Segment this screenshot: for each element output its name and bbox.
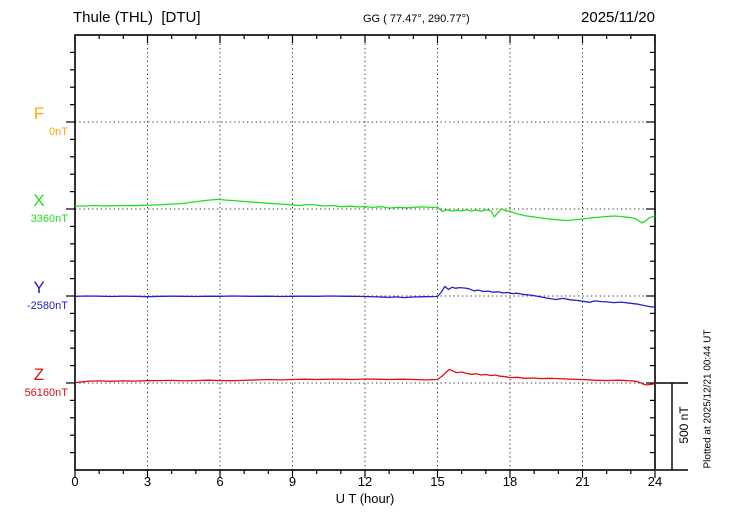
x-tick-label-12: 12 (357, 474, 373, 489)
geographic-coords: GG ( 77.47°, 290.77°) (363, 13, 470, 25)
station-title: Thule (THL) [DTU] (73, 9, 201, 26)
trace-x (74, 198, 656, 224)
component-label-y: Y -2580nT (10, 279, 68, 315)
x-tick-label-21: 21 (575, 474, 590, 489)
x-tick-label-15: 15 (430, 474, 445, 489)
x-tick-label-9: 9 (288, 474, 297, 489)
x-tick-label-24: 24 (647, 474, 663, 489)
component-label-z: Z 56160nT (10, 366, 68, 402)
x-tick-label-0: 0 (71, 474, 79, 489)
x-tick-label-6: 6 (216, 474, 224, 489)
plotted-at-timestamp: Plotted at 2025/12/21 00:44 UT (702, 329, 714, 469)
component-label-x: X 3360nT (10, 192, 68, 228)
x-tick-label-18: 18 (502, 474, 518, 489)
trace-y (74, 285, 656, 308)
component-baseline-z: 56160nT (24, 387, 68, 399)
component-letter-y: Y (33, 278, 45, 297)
x-tick-label-3: 3 (143, 474, 152, 489)
component-baseline-x: 3360nT (30, 213, 68, 225)
component-baseline-f: 0nT (49, 126, 68, 138)
component-label-f: F 0nT (10, 105, 68, 141)
component-baseline-y: -2580nT (27, 300, 68, 312)
observation-date: 2025/11/20 (581, 9, 655, 26)
scale-bar-label: 500 nT (677, 406, 691, 444)
x-axis-label: U T (hour) (335, 491, 395, 506)
trace-z (74, 368, 656, 386)
component-letter-f: F (33, 104, 45, 123)
component-letter-x: X (33, 191, 45, 210)
component-letter-z: Z (33, 365, 45, 384)
